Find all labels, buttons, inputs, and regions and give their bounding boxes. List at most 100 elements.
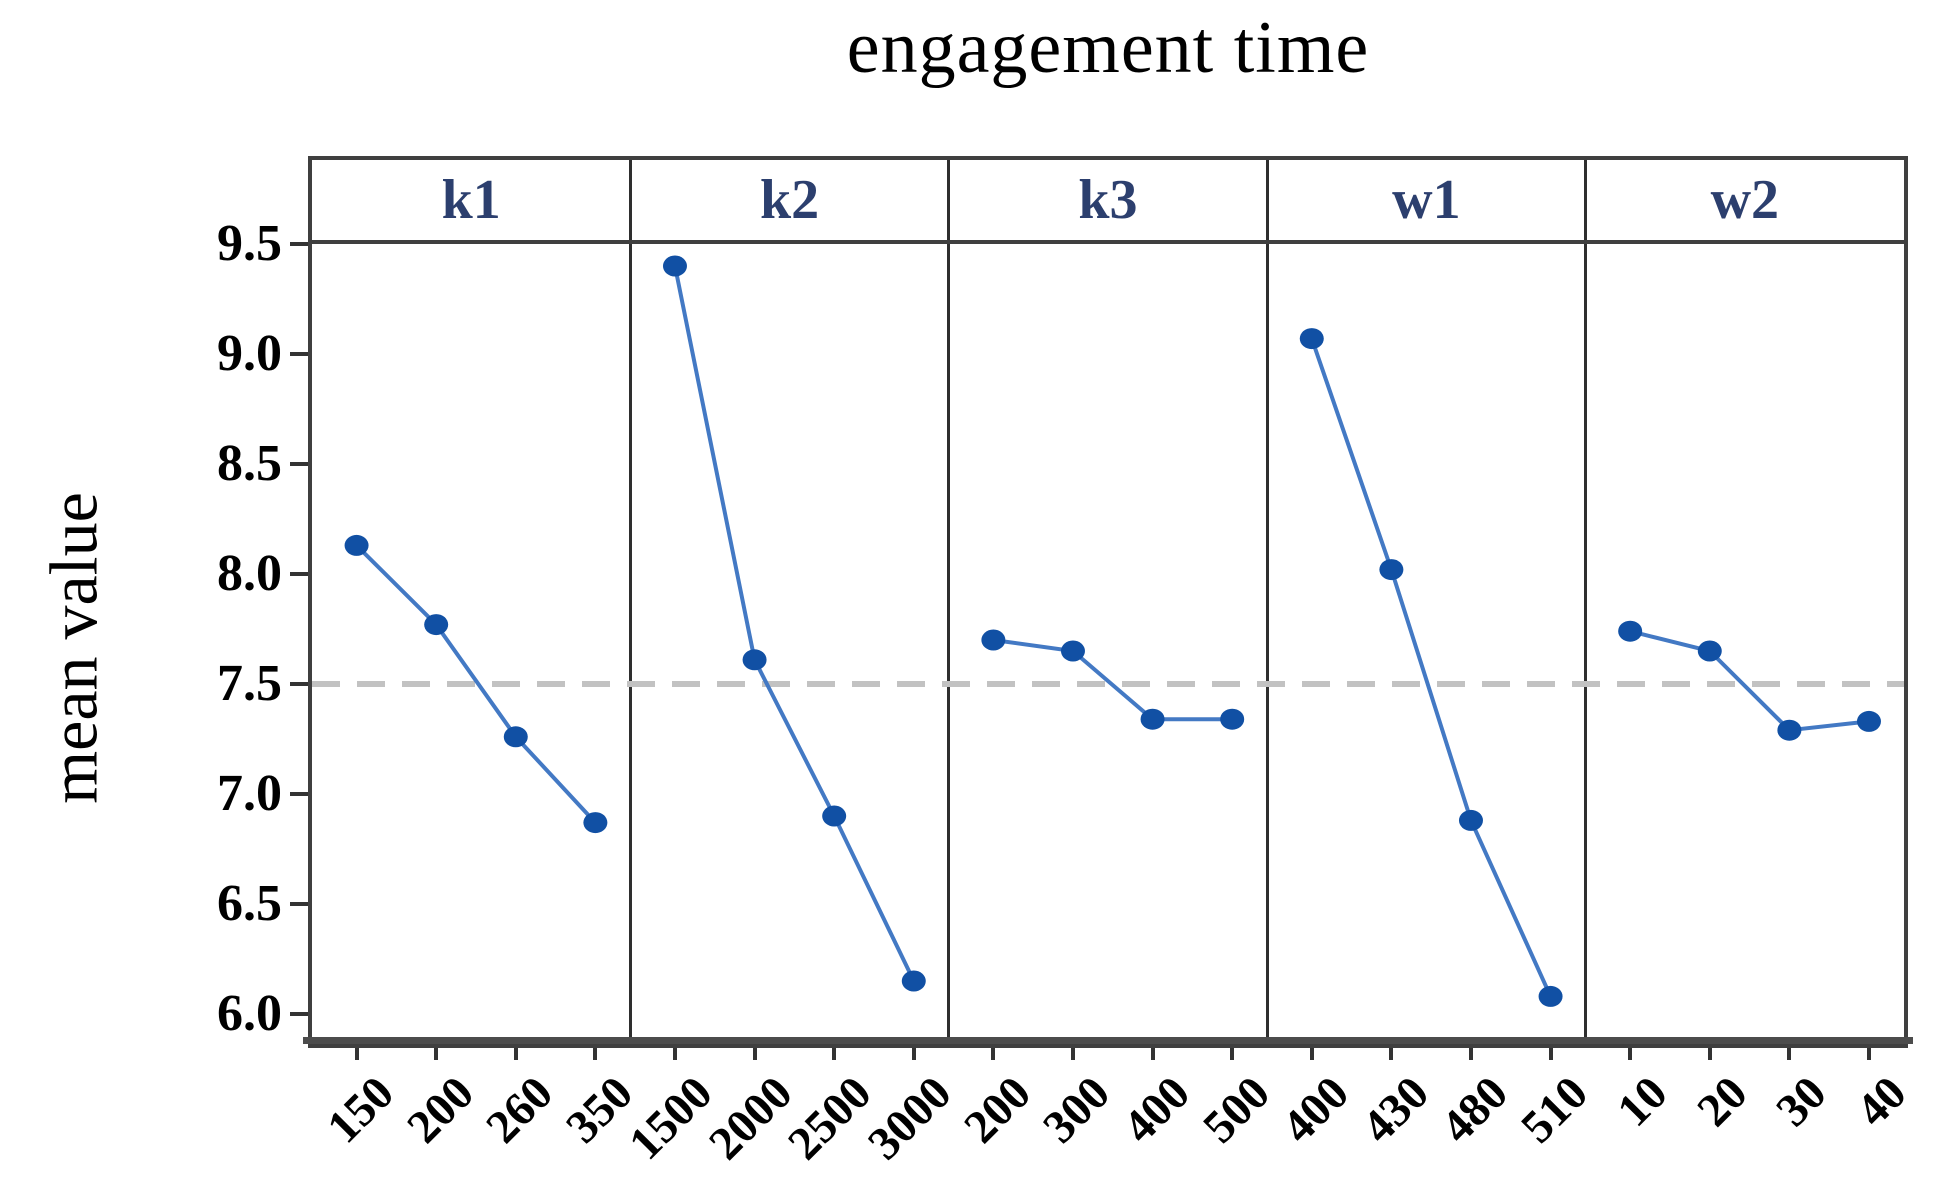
panel-header-k1: k1 xyxy=(312,160,630,240)
data-point xyxy=(1060,640,1085,662)
y-tick-label: 9.5 xyxy=(217,215,282,272)
data-point xyxy=(1538,985,1563,1007)
x-tick-label-text: 430 xyxy=(1352,1066,1439,1154)
x-tick xyxy=(593,1044,598,1060)
x-tick xyxy=(1389,1044,1394,1060)
panel-label: k1 xyxy=(441,169,501,231)
x-tick-label-text: 2500 xyxy=(778,1066,882,1170)
y-tick xyxy=(290,1012,312,1016)
x-tick-label-text: 300 xyxy=(1033,1066,1121,1154)
x-tick xyxy=(513,1044,518,1060)
x-tick xyxy=(1628,1044,1633,1060)
series-line-w1 xyxy=(1309,337,1553,998)
panel-label: k3 xyxy=(1078,169,1138,231)
y-tick xyxy=(290,572,312,576)
x-tick-label-text: 2000 xyxy=(698,1066,803,1170)
x-tick-label-text: 480 xyxy=(1431,1066,1519,1154)
panel-header-w2: w2 xyxy=(1586,160,1904,240)
y-tick-label: 6.0 xyxy=(217,985,282,1042)
y-tick-label: 8.5 xyxy=(217,435,282,492)
y-tick xyxy=(290,462,312,466)
y-tick xyxy=(290,902,312,906)
x-tick-label-text: 20 xyxy=(1687,1066,1758,1137)
x-tick-label-text: 30 xyxy=(1766,1066,1837,1137)
data-point xyxy=(981,629,1006,651)
series-line-k3 xyxy=(993,638,1233,722)
panel-divider xyxy=(628,160,632,1040)
x-tick xyxy=(832,1044,837,1060)
x-tick xyxy=(1468,1044,1473,1060)
x-tick xyxy=(1309,1044,1314,1060)
data-point xyxy=(662,255,687,277)
x-tick-label-text: 150 xyxy=(317,1066,405,1154)
chart-canvas xyxy=(312,255,1904,1007)
y-tick xyxy=(290,682,312,686)
x-tick xyxy=(991,1044,996,1060)
data-point xyxy=(1140,708,1165,730)
x-tick-label-text: 500 xyxy=(1193,1066,1280,1154)
panel-label: w1 xyxy=(1392,169,1461,231)
x-tick xyxy=(911,1044,916,1060)
data-point xyxy=(424,614,449,636)
panel-header-underline xyxy=(308,240,1908,244)
data-point xyxy=(583,812,608,834)
x-tick xyxy=(752,1044,757,1060)
data-point xyxy=(1777,719,1802,741)
chart-title: engagement time xyxy=(846,7,1370,89)
panel-label: k2 xyxy=(760,169,820,231)
x-tick-label-text: 400 xyxy=(1272,1066,1360,1154)
data-point xyxy=(503,726,528,748)
x-tick-label-text: 3000 xyxy=(858,1066,962,1170)
x-tick xyxy=(434,1044,439,1060)
x-tick xyxy=(672,1044,677,1060)
x-tick xyxy=(1548,1044,1553,1060)
data-point xyxy=(1697,640,1722,662)
x-tick-label-text: 510 xyxy=(1511,1066,1599,1154)
data-point xyxy=(901,970,926,992)
data-point xyxy=(1856,710,1881,732)
data-point xyxy=(1618,620,1643,642)
panel-divider xyxy=(1584,160,1588,1040)
y-axis-title: mean value xyxy=(35,492,112,804)
y-tick-label: 9.0 xyxy=(217,325,282,382)
data-point xyxy=(1220,708,1245,730)
panel-divider xyxy=(1265,160,1269,1040)
x-tick xyxy=(1866,1044,1871,1060)
data-point xyxy=(1299,328,1324,350)
series-line-k2 xyxy=(673,265,916,982)
data-point xyxy=(822,805,847,827)
data-point xyxy=(1458,809,1483,831)
x-tick-label-text: 10 xyxy=(1607,1066,1678,1137)
series-line-w2 xyxy=(1629,629,1870,733)
x-tick xyxy=(1150,1044,1155,1060)
x-tick-label-text: 200 xyxy=(954,1066,1041,1154)
series-line-k1 xyxy=(355,543,597,824)
data-point xyxy=(344,534,369,556)
y-tick-label: 6.5 xyxy=(217,875,282,932)
panel-header-w1: w1 xyxy=(1267,160,1585,240)
panel-divider xyxy=(947,160,951,1040)
y-tick xyxy=(290,352,312,356)
x-tick-label-text: 260 xyxy=(476,1066,564,1154)
panel-header-k3: k3 xyxy=(949,160,1267,240)
x-tick xyxy=(1707,1044,1712,1060)
y-tick-label: 8.0 xyxy=(217,545,282,602)
y-tick-label: 7.0 xyxy=(217,765,282,822)
x-tick xyxy=(1230,1044,1235,1060)
x-tick-label-text: 1500 xyxy=(619,1066,723,1170)
y-tick xyxy=(290,792,312,796)
panel-label: w2 xyxy=(1710,169,1780,231)
x-tick xyxy=(354,1044,359,1060)
x-tick-label-text: 40 xyxy=(1846,1066,1917,1137)
data-point xyxy=(1379,559,1404,581)
x-tick xyxy=(1070,1044,1075,1060)
x-tick xyxy=(1787,1044,1792,1060)
y-tick xyxy=(290,242,312,246)
x-axis-line xyxy=(303,1037,1913,1044)
x-tick-label-text: 400 xyxy=(1113,1066,1201,1154)
x-tick-label-text: 200 xyxy=(397,1066,484,1154)
data-point xyxy=(742,649,767,671)
y-tick-label: 7.5 xyxy=(217,655,282,712)
panel-header-k2: k2 xyxy=(630,160,948,240)
